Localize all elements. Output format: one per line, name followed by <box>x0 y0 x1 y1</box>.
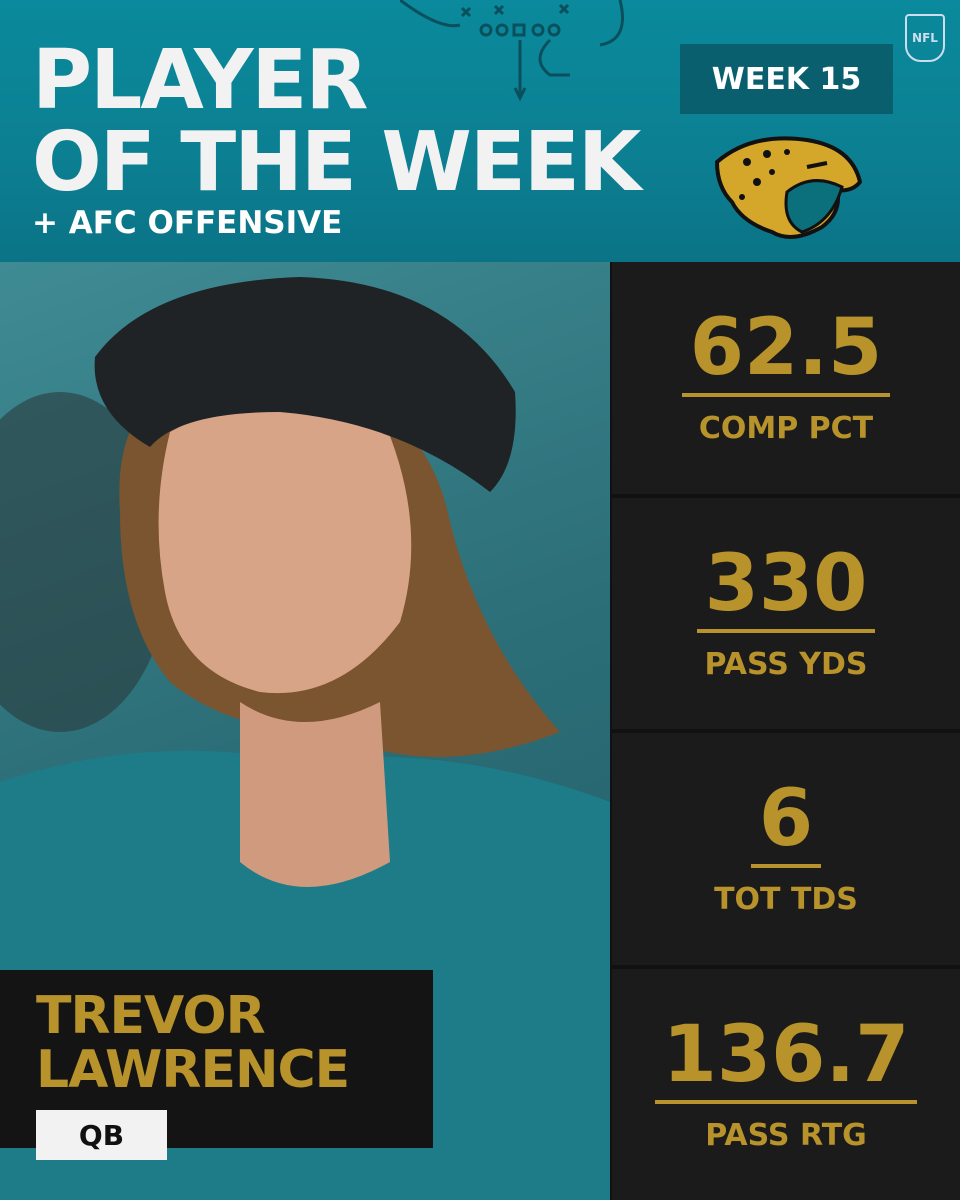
stat-value: 330 <box>696 545 876 633</box>
play-diagram <box>400 0 624 102</box>
subtitle: + AFC OFFENSIVE <box>32 205 343 241</box>
stat-panel: 6 TOT TDS <box>612 733 960 965</box>
stat-panel: 136.7 PASS RTG <box>612 968 960 1200</box>
stats-column: 62.5 COMP PCT 330 PASS YDS 6 TOT TDS 136.7 PASS… <box>612 262 960 1200</box>
week-label: WEEK 15 <box>680 44 893 114</box>
last-name: LAWRENCE <box>36 1040 350 1100</box>
header: PLAYER OF THE WEEK + AFC OFFENSIVE WEEK … <box>0 0 960 262</box>
stat-label: TOT TDS <box>714 882 858 918</box>
stat-label: PASS YDS <box>704 646 868 682</box>
position: QB <box>36 1110 167 1160</box>
title: OF THE WEEK <box>32 115 641 210</box>
title: PLAYER <box>32 33 368 128</box>
team-logo <box>714 136 862 239</box>
league-badge: NFL <box>905 14 945 62</box>
stat-value: 6 <box>750 780 822 869</box>
stat-label: COMP PCT <box>698 411 874 447</box>
stat-label: PASS RTG <box>705 1117 867 1153</box>
stat-panel: 62.5 COMP PCT <box>612 262 960 494</box>
first-name: TREVOR <box>36 986 266 1046</box>
stat-value: 62.5 <box>681 309 891 398</box>
stat-value: 136.7 <box>654 1016 918 1104</box>
stat-panel: 330 PASS YDS <box>612 497 960 729</box>
